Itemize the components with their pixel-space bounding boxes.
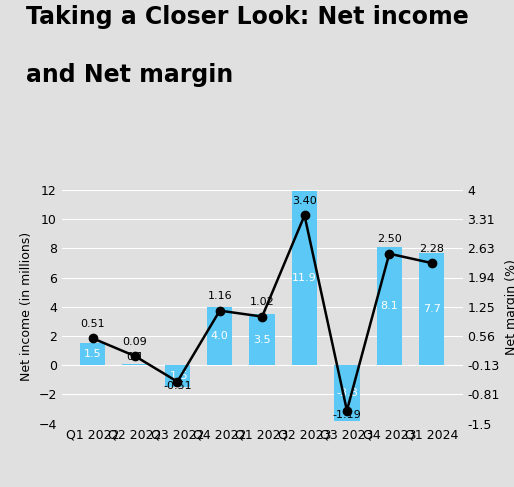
Text: 1.16: 1.16 — [208, 291, 232, 301]
Text: 2.50: 2.50 — [377, 234, 401, 244]
Text: -3.8: -3.8 — [336, 388, 358, 398]
Bar — [80, 343, 105, 365]
Text: 7.7: 7.7 — [423, 304, 440, 314]
Text: 1.02: 1.02 — [250, 297, 274, 307]
Text: 4.0: 4.0 — [211, 331, 229, 341]
Text: 2.28: 2.28 — [419, 244, 444, 254]
Text: and Net margin: and Net margin — [26, 63, 233, 87]
Bar — [292, 191, 317, 365]
Text: 8.1: 8.1 — [380, 301, 398, 311]
Text: 0.51: 0.51 — [80, 319, 105, 329]
Bar — [164, 365, 190, 387]
Bar — [334, 365, 360, 421]
Y-axis label: Net margin (%): Net margin (%) — [505, 259, 514, 355]
Y-axis label: Net income (in millions): Net income (in millions) — [20, 232, 33, 381]
Text: -1.5: -1.5 — [167, 371, 188, 381]
Bar — [377, 247, 402, 365]
Text: 3.40: 3.40 — [292, 196, 317, 206]
Bar — [207, 307, 232, 365]
Text: 3.5: 3.5 — [253, 335, 271, 345]
Bar — [249, 314, 275, 365]
Text: 1.5: 1.5 — [84, 349, 101, 359]
Bar — [122, 364, 148, 365]
Bar — [419, 253, 445, 365]
Text: 0.09: 0.09 — [123, 337, 148, 347]
Text: -1.19: -1.19 — [333, 410, 361, 420]
Text: -0.51: -0.51 — [163, 381, 192, 391]
Text: 11.9: 11.9 — [292, 273, 317, 283]
Text: 0.1: 0.1 — [126, 352, 144, 361]
Text: Taking a Closer Look: Net income: Taking a Closer Look: Net income — [26, 5, 468, 29]
